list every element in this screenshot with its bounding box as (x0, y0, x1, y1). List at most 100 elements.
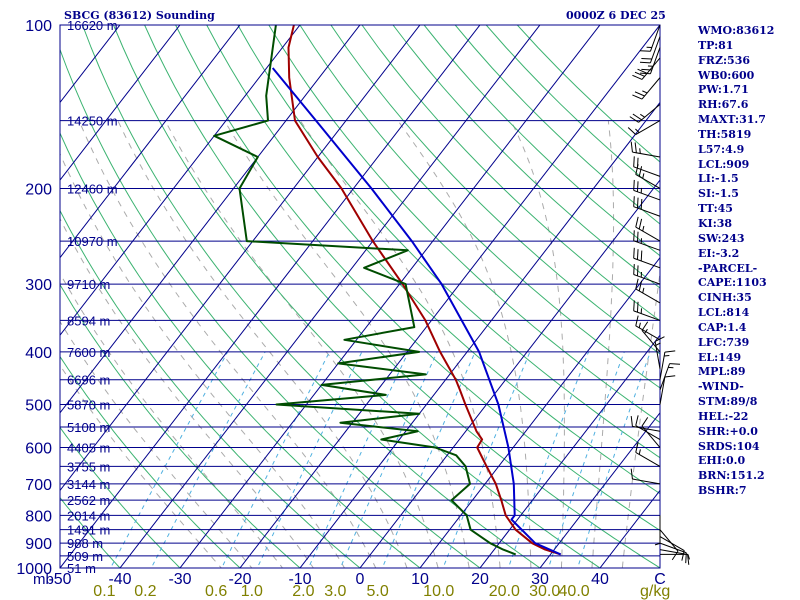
mixing-ratio-label: 10.0 (423, 583, 454, 600)
moist-adiabat (591, 120, 615, 568)
height-label: 16620 m (67, 18, 118, 33)
wind-barb (654, 336, 665, 370)
background-grid (60, 25, 660, 568)
index-line: RH:67.6 (698, 98, 749, 112)
dry-adiabat (423, 25, 660, 257)
isotherm (60, 25, 241, 259)
pressure-tick-label: 800 (25, 508, 52, 525)
dry-adiabat (361, 25, 660, 322)
index-line: LI:-1.5 (698, 172, 739, 186)
dry-adiabat (268, 25, 660, 424)
isotherm (60, 25, 301, 337)
index-line: SI:-1.5 (698, 187, 739, 201)
isotherm (60, 25, 481, 568)
pressure-tick-label: 900 (25, 536, 52, 553)
index-line: HEL:-22 (698, 409, 749, 423)
mixing-ratio-line (442, 351, 531, 568)
pressure-tick-label: 400 (25, 345, 52, 362)
index-line: L57:4.9 (698, 142, 745, 156)
index-line: KI:38 (698, 216, 733, 230)
height-label: 8594 m (67, 313, 110, 328)
pressure-tick-label: 200 (25, 181, 52, 198)
temperature-tick-label: 20 (471, 571, 489, 588)
wind-barb (635, 442, 661, 467)
index-line: LCL:814 (698, 306, 750, 320)
mixing-ratio-line (221, 351, 330, 568)
mixing-ratio-line (109, 351, 229, 568)
wind-barb (659, 350, 676, 380)
index-line: SHR:+0.0 (698, 424, 758, 438)
height-label: 2562 m (67, 493, 110, 508)
isotherm (239, 25, 660, 568)
mixing-ratio-line (547, 351, 625, 568)
dry-adiabat (299, 25, 660, 389)
wind-barb (633, 300, 661, 321)
wind-barb (659, 375, 676, 405)
profile-traces (213, 25, 562, 556)
index-line: -PARCEL- (698, 261, 758, 275)
pressure-unit-label: mb (33, 571, 54, 588)
index-line: LFC:739 (698, 335, 750, 349)
isotherm (539, 412, 660, 568)
wind-barb (633, 179, 661, 201)
isotherm (179, 25, 601, 568)
mixing-ratio-label: 0.1 (93, 583, 115, 600)
temperature-tick-label: C (654, 571, 666, 588)
temperature-tick-label: 10 (411, 571, 429, 588)
mixing-ratio-line (150, 351, 266, 568)
index-line: WMO:83612 (698, 24, 775, 37)
wind-barb (629, 103, 661, 123)
index-line: PW:1.71 (698, 83, 749, 97)
dry-adiabat (113, 25, 601, 568)
wind-barb (659, 363, 681, 391)
height-label: 3755 m (67, 459, 110, 474)
wind-barb (654, 515, 661, 546)
isotherm (119, 25, 541, 568)
isotherm (359, 179, 660, 568)
dry-adiabat (175, 25, 660, 532)
dry-adiabat (60, 496, 121, 568)
pressure-tick-label: 700 (25, 477, 52, 494)
index-line: EHI:0.0 (698, 454, 746, 468)
wind-barb (627, 120, 661, 136)
wind-barb (635, 315, 661, 341)
temperature-trace (287, 25, 561, 556)
wind-barbs (627, 24, 690, 565)
mixing-ratio-label: 0.2 (134, 583, 156, 600)
temperature-tick-label: -30 (168, 571, 191, 588)
wind-barb (633, 156, 661, 177)
temperature-tick-label: 0 (356, 571, 365, 588)
mixing-ratio-label: 40.0 (559, 583, 590, 600)
isotherm (479, 334, 660, 568)
wind-barb (633, 230, 661, 251)
index-line: WB0:600 (698, 68, 755, 82)
dry-adiabat (237, 25, 660, 459)
wind-barb (630, 415, 661, 432)
moist-adiabat (223, 120, 470, 568)
mixing-ratio-label: 20.0 (489, 583, 520, 600)
mixing-ratio-label: 30.0 (529, 583, 560, 600)
pressure-tick-label: 300 (25, 277, 52, 294)
isotherm (419, 256, 660, 568)
indices-panel: WMO:83612 TP:81 FRZ:536 WB0:600 PW:1.71 RH:67… (698, 24, 798, 499)
dry-adiabat (60, 426, 181, 568)
wind-barb (632, 57, 661, 80)
dry-adiabat (82, 25, 541, 568)
temperature-tick-label: -50 (48, 571, 71, 588)
index-line: CINH:35 (698, 291, 752, 305)
index-line: EI:-3.2 (698, 246, 740, 260)
index-line: BRN:151.2 (698, 469, 765, 483)
height-label: 3144 m (67, 477, 110, 492)
temperature-tick-label: 40 (591, 571, 609, 588)
moist-adiabat (164, 120, 439, 568)
temperature-tick-label: -10 (288, 571, 311, 588)
height-label: 988 m (67, 536, 103, 551)
index-line: MAXT:31.7 (698, 113, 766, 127)
height-label: 5870 m (67, 398, 110, 413)
height-label: 6696 m (67, 373, 110, 388)
height-label: 4405 m (67, 441, 110, 456)
index-line: TH:5819 (698, 127, 752, 141)
wind-barb (633, 264, 661, 285)
wind-barb (659, 542, 687, 564)
wind-barb (633, 247, 661, 269)
